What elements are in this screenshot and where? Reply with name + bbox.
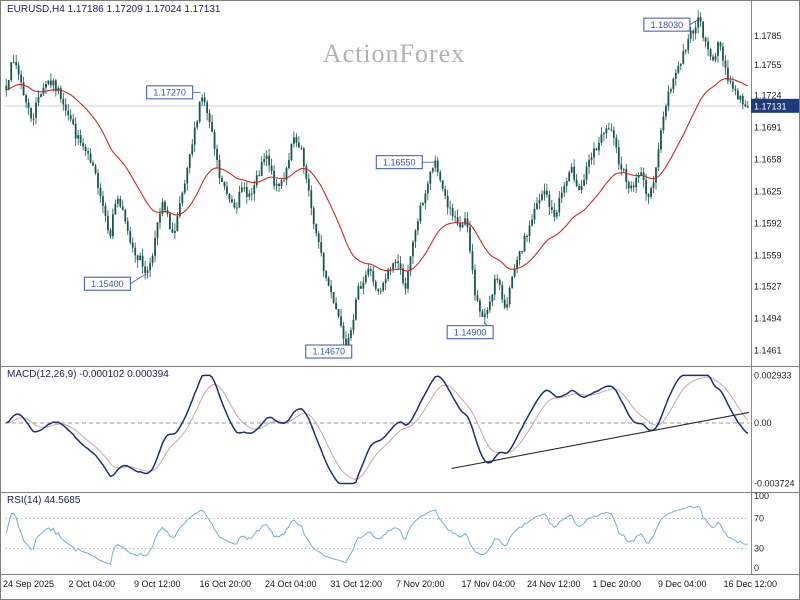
time-axis-label: 1 Dec 20:00 [592,579,642,589]
current-price-tag-label: 1.17131 [754,101,787,111]
rsi-axis-tick: 70 [754,514,764,524]
symbol-ohlc-header: EURUSD,H4 1.17186 1.17209 1.17024 1.1713… [7,4,221,15]
price-axis-tick: 1.1527 [754,281,782,291]
annotation-box [305,344,353,359]
time-axis-label: 16 Dec 12:00 [723,579,778,589]
price-axis-tick: 1.1559 [754,250,782,260]
rsi-line [5,505,748,565]
time-axis-label: 2 Oct 04:00 [68,579,116,589]
time-axis-label: 24 Nov 12:00 [527,579,581,589]
price-axis-tick: 1.1691 [754,122,782,132]
rsi-axis-tick: 0 [754,563,759,573]
time-axis-label: 24 Oct 04:00 [265,579,317,589]
annotation-box [643,17,691,32]
rsi-panel[interactable]: 100 70 30 0 RSI(14) 44.5685 [1,493,799,575]
time-axis-label: 7 Nov 20:00 [396,579,445,589]
rsi-axis-tick: 100 [754,493,769,501]
price-panel[interactable]: ActionForex 1.1785 1.1755 1.1724 1.1691 1.16… [1,1,799,367]
moving-average-line [6,78,749,272]
macd-axis-tick: 0.002933 [754,370,792,380]
watermark: ActionForex [322,39,466,68]
time-axis-label: 31 Oct 12:00 [330,579,383,589]
price-axis-tick: 1.1592 [754,218,782,228]
price-axis-tick: 1.1494 [754,313,782,323]
annotation-box [83,276,131,291]
price-axis-tick: 1.1625 [754,186,782,196]
candles [5,10,749,354]
rsi-label: RSI(14) 44.5685 [7,495,81,506]
annotation-box [375,155,423,170]
rsi-chart-canvas[interactable]: 100 70 30 0 [1,493,800,574]
macd-label: MACD(12,26,9) -0.000102 0.000394 [7,369,169,380]
annotation-connector [689,18,701,25]
price-axis-tick: 1.1658 [754,154,782,164]
annotation-label: 1.18030 [651,20,684,30]
annotation-label: 1.15400 [91,279,124,289]
price-chart-canvas[interactable]: 1.1785 1.1755 1.1724 1.1691 1.1658 1.1625 1.15… [1,1,800,366]
time-axis-label: 9 Dec 04:00 [658,579,707,589]
price-axis-tick: 1.1755 [754,60,782,70]
time-axis: 24 Sep 2025 2 Oct 04:00 9 Oct 12:00 16 Oct … [1,575,799,597]
annotation-label: 1.14900 [454,327,487,337]
time-axis-label: 9 Oct 12:00 [134,579,181,589]
macd-axis-tick: -0.003724 [754,479,795,489]
annotation-label: 1.14670 [312,347,345,357]
time-axis-label: 17 Nov 04:00 [461,579,516,589]
rsi-axis-tick: 30 [754,544,764,554]
annotation-box [146,85,194,100]
price-axis-tick: 1.1785 [754,31,782,41]
price-axis-tick: 1.1724 [754,90,782,100]
annotation-connector [130,273,147,285]
price-axis-tick: 1.1461 [754,345,782,355]
macd-panel[interactable]: 0.002933 0.00 -0.003724 MACD(12,26,9) -0.0… [1,367,799,493]
macd-axis-tick: 0.00 [754,418,772,428]
annotation-box [446,325,494,340]
macd-trendline [451,411,750,470]
macd-main-line [5,374,749,485]
annotation-label: 1.16550 [383,157,416,167]
macd-signal-line [6,376,749,481]
annotation-label: 1.17270 [153,88,186,98]
time-axis-label: 16 Oct 20:00 [199,579,252,589]
current-price-tag [751,98,799,113]
macd-chart-canvas[interactable]: 0.002933 0.00 -0.003724 [1,367,800,492]
time-axis-label: 24 Sep 2025 [3,579,55,589]
